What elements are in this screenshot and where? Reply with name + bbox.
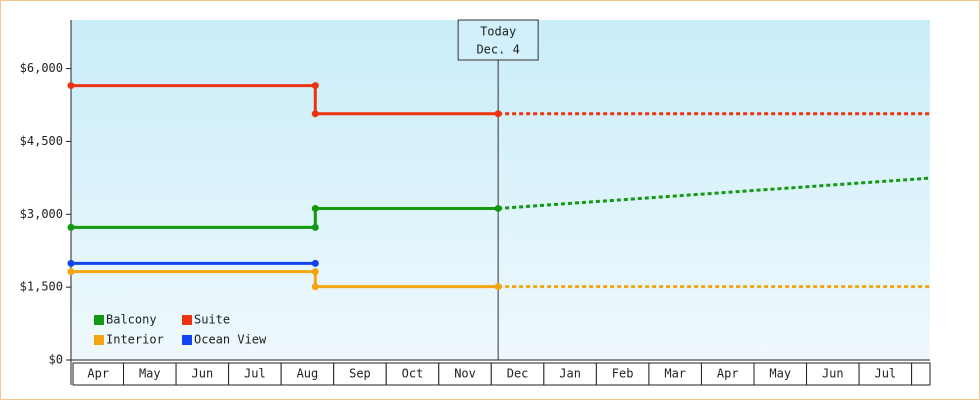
x-tick-label: May (769, 367, 791, 381)
point (67, 259, 75, 267)
x-tick-label: Jun (192, 367, 214, 381)
x-tick-label: Jun (822, 367, 844, 381)
x-tick-label: Jul (244, 367, 266, 381)
point (67, 223, 75, 231)
point (311, 283, 319, 291)
legend-label: Balcony (106, 313, 157, 327)
point (311, 110, 319, 118)
x-tick-label: Apr (87, 367, 109, 381)
point (494, 283, 502, 291)
y-tick-label: $4,500 (20, 134, 63, 148)
legend-swatch (94, 335, 104, 345)
point (494, 110, 502, 118)
legend-label: Interior (106, 333, 164, 347)
legend-swatch (182, 335, 192, 345)
series-line (71, 84, 499, 116)
y-tick-label: $6,000 (20, 61, 63, 75)
point (67, 82, 75, 90)
legend-label: Ocean View (194, 333, 267, 347)
x-tick-label: Aug (297, 367, 319, 381)
series-line (71, 206, 499, 229)
point (311, 268, 319, 276)
legend-label: Suite (194, 313, 230, 327)
x-tick-label: May (139, 367, 161, 381)
point (311, 204, 319, 212)
point (311, 259, 319, 267)
x-tick-label: Nov (454, 367, 476, 381)
today-box (457, 19, 539, 61)
point (67, 268, 75, 276)
plot-area (71, 20, 930, 360)
x-tick-label: Jul (874, 367, 896, 381)
month-box (911, 362, 931, 386)
point (494, 204, 502, 212)
y-tick-label: $0 (49, 353, 63, 367)
x-tick-label: Dec (507, 367, 529, 381)
legend-swatch (182, 315, 192, 325)
x-tick-label: Oct (402, 367, 424, 381)
series-line (71, 270, 499, 289)
today-label: Today (480, 25, 516, 39)
point (311, 223, 319, 231)
x-tick-label: Mar (664, 367, 686, 381)
x-tick-label: Apr (717, 367, 739, 381)
today-date: Dec. 4 (476, 43, 519, 57)
x-tick-label: Jan (559, 367, 581, 381)
x-tick-label: Sep (349, 367, 371, 381)
y-tick-label: $3,000 (20, 207, 63, 221)
point (311, 82, 319, 90)
x-tick-label: Feb (612, 367, 634, 381)
y-tick-label: $1,500 (20, 280, 63, 294)
legend-swatch (94, 315, 104, 325)
projection-line (498, 176, 931, 210)
